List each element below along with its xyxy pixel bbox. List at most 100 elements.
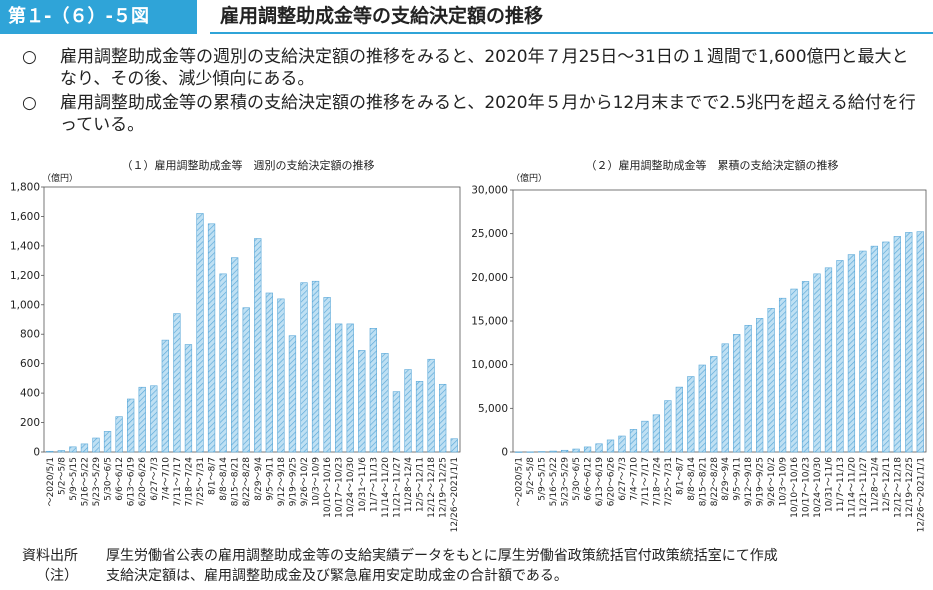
x-tick-label: 6/6～6/12 (115, 457, 125, 501)
bar (721, 343, 729, 453)
note-row: （注） 支給決定額は、雇用調整助成金及び緊急雇用安定助成金の合計額である。 (22, 566, 922, 586)
x-tick-label: 7/4～7/10 (161, 457, 171, 501)
bar (893, 236, 901, 453)
x-tick-label: 8/1～8/7 (675, 457, 685, 495)
chart-title: （２）雇用調整助成金等 累積の支給決定額の推移 (586, 158, 839, 172)
bar (207, 223, 216, 453)
bar (358, 350, 366, 453)
x-tick-label: 8/22～8/28 (242, 457, 252, 507)
x-tick-label: 10/31～11/6 (358, 457, 368, 512)
bar (675, 386, 683, 453)
bar (606, 439, 615, 453)
bar (80, 443, 89, 453)
bar (801, 281, 810, 453)
x-tick-label: 5/16～5/22 (549, 457, 559, 506)
x-tick-label: 6/20～6/26 (138, 457, 148, 507)
bar (300, 282, 308, 453)
summary-text: 雇用調整助成金等の週別の支給決定額の推移をみると、2020年７月25日～31日の… (60, 47, 909, 89)
bar (572, 448, 580, 453)
footer: 資料出所 厚生労働省公表の雇用調整助成金等の支給実績データをもとに厚生労働省政策… (22, 546, 922, 586)
bar (346, 323, 354, 453)
bar (733, 334, 741, 453)
bullet-circle: ○ (22, 93, 37, 113)
x-tick-label: 10/24～10/30 (813, 457, 823, 518)
y-tick-label: 15,000 (471, 316, 508, 328)
bar (150, 385, 158, 453)
y-tick-label: 10,000 (471, 359, 508, 371)
bar (92, 437, 100, 453)
bar (57, 450, 65, 453)
x-tick-label: 11/28～12/4 (870, 457, 880, 512)
x-tick-label: 7/18～7/24 (184, 457, 194, 507)
y-tick-label: 1,600 (10, 211, 40, 223)
bar (618, 435, 626, 453)
y-tick-label: 1,000 (10, 299, 40, 311)
unit-label: （億円） (42, 172, 78, 184)
x-tick-label: 11/7～11/13 (369, 457, 379, 512)
x-tick-label: 5/9～5/15 (69, 457, 79, 501)
y-tick-label: 1,400 (10, 240, 40, 252)
bar (46, 450, 54, 453)
x-tick-label: 5/2～5/8 (57, 457, 67, 495)
figure-header: 第１-（６）-５図 雇用調整助成金等の支給決定額の推移 (0, 0, 933, 34)
x-tick-label: 5/16～5/22 (80, 457, 90, 506)
y-tick-label: 1,800 (10, 182, 40, 194)
y-tick-label: 20,000 (471, 272, 508, 284)
bar (254, 238, 262, 453)
bar (323, 297, 331, 453)
bar (427, 358, 435, 453)
x-tick-label: 11/28～12/4 (404, 457, 414, 512)
y-tick-label: 600 (20, 358, 40, 370)
bar (538, 451, 546, 453)
x-tick-label: 7/4～7/10 (629, 457, 639, 501)
bar (526, 451, 534, 453)
x-tick-label: 12/26～2021/1/1 (916, 457, 926, 532)
x-tick-label: 10/3～10/9 (312, 457, 322, 507)
bar (905, 232, 913, 453)
bar (439, 383, 447, 453)
bar (288, 335, 297, 453)
x-tick-label: 7/25～7/31 (196, 457, 206, 506)
bar (629, 429, 638, 453)
x-tick-label: 11/14～11/20 (847, 457, 857, 518)
x-tick-label: 9/5～9/11 (733, 457, 743, 501)
x-tick-label: 12/19～12/25 (439, 457, 449, 518)
figure-title: 雇用調整助成金等の支給決定額の推移 (210, 0, 933, 34)
x-tick-label: 12/12～12/18 (427, 457, 437, 518)
x-tick-label: 8/29～9/4 (254, 457, 264, 501)
bar (652, 414, 661, 453)
x-tick-label: 12/26～2021/1/1 (450, 457, 460, 532)
x-tick-label: 6/20～6/26 (607, 457, 617, 507)
cumulative-amount-chart: （２）雇用調整助成金等 累積の支給決定額の推移 （億円） 0 5,000 10,000 1… (471, 158, 927, 532)
x-tick-label: ～2020/5/1 (515, 457, 525, 506)
y-tick-label: 200 (20, 417, 40, 429)
x-tick-label: 9/19～9/25 (756, 457, 766, 506)
x-tick-label: 10/10～10/16 (323, 457, 333, 518)
bar (767, 308, 775, 453)
summary-text: 雇用調整助成金等の累積の支給決定額の推移をみると、2020年５月から12月末まで… (60, 93, 916, 135)
x-tick-label: 5/23～5/29 (92, 457, 102, 507)
bar (404, 369, 412, 453)
x-tick-label: 12/19～12/25 (905, 457, 915, 518)
x-tick-label: 6/27～7/3 (618, 457, 628, 501)
bar (69, 446, 77, 453)
bar (916, 231, 924, 453)
summary-item: ○ 雇用調整助成金等の累積の支給決定額の推移をみると、2020年５月から12月末… (22, 92, 922, 136)
bar (836, 260, 844, 453)
x-tick-label: 5/9～5/15 (538, 457, 548, 501)
x-tick-label: 9/26～10/2 (300, 457, 310, 506)
bar (549, 450, 557, 453)
x-tick-label: 12/12～12/18 (893, 457, 903, 518)
x-tick-label: 10/17～10/23 (335, 457, 345, 518)
y-tick-label: 1,200 (10, 270, 40, 282)
bar (698, 364, 706, 453)
bar (560, 449, 569, 453)
x-tick-label: 8/15～8/21 (698, 457, 708, 506)
bar (335, 323, 343, 453)
x-tick-label: 5/30～6/5 (572, 457, 582, 501)
bar (265, 292, 273, 453)
bar (184, 344, 193, 453)
summary-item: ○ 雇用調整助成金等の週別の支給決定額の推移をみると、2020年７月25日～31… (22, 46, 922, 90)
x-tick-label: 7/25～7/31 (664, 457, 674, 506)
note-text: 支給決定額は、雇用調整助成金及び緊急雇用安定助成金の合計額である。 (106, 568, 568, 584)
